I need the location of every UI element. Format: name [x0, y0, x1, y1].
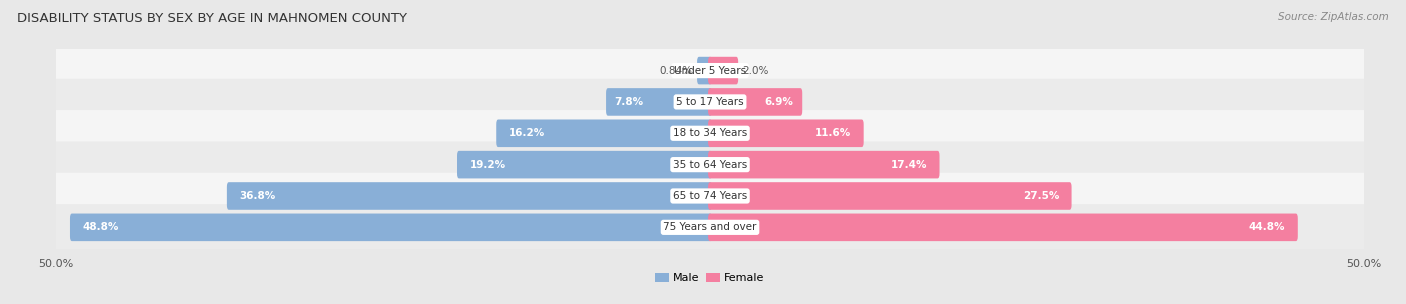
Text: 48.8%: 48.8% — [83, 222, 118, 232]
FancyBboxPatch shape — [52, 47, 1368, 94]
Text: 18 to 34 Years: 18 to 34 Years — [673, 128, 747, 138]
Text: 11.6%: 11.6% — [815, 128, 851, 138]
Text: 16.2%: 16.2% — [509, 128, 546, 138]
Text: 0.84%: 0.84% — [659, 66, 693, 76]
FancyBboxPatch shape — [52, 173, 1368, 219]
FancyBboxPatch shape — [52, 110, 1368, 157]
Text: 44.8%: 44.8% — [1249, 222, 1285, 232]
FancyBboxPatch shape — [457, 151, 711, 178]
FancyBboxPatch shape — [226, 182, 711, 210]
FancyBboxPatch shape — [70, 213, 711, 241]
FancyBboxPatch shape — [709, 88, 803, 116]
Text: 75 Years and over: 75 Years and over — [664, 222, 756, 232]
Text: 35 to 64 Years: 35 to 64 Years — [673, 160, 747, 170]
Text: 5 to 17 Years: 5 to 17 Years — [676, 97, 744, 107]
Text: Under 5 Years: Under 5 Years — [673, 66, 747, 76]
Text: 27.5%: 27.5% — [1022, 191, 1059, 201]
FancyBboxPatch shape — [52, 79, 1368, 125]
Text: Source: ZipAtlas.com: Source: ZipAtlas.com — [1278, 12, 1389, 22]
Text: 6.9%: 6.9% — [765, 97, 794, 107]
FancyBboxPatch shape — [709, 57, 738, 85]
Text: 36.8%: 36.8% — [239, 191, 276, 201]
FancyBboxPatch shape — [709, 151, 939, 178]
FancyBboxPatch shape — [496, 119, 711, 147]
Legend: Male, Female: Male, Female — [651, 268, 769, 288]
FancyBboxPatch shape — [697, 57, 711, 85]
FancyBboxPatch shape — [52, 141, 1368, 188]
Text: 2.0%: 2.0% — [742, 66, 769, 76]
Text: DISABILITY STATUS BY SEX BY AGE IN MAHNOMEN COUNTY: DISABILITY STATUS BY SEX BY AGE IN MAHNO… — [17, 12, 406, 25]
FancyBboxPatch shape — [709, 119, 863, 147]
FancyBboxPatch shape — [709, 182, 1071, 210]
Text: 7.8%: 7.8% — [614, 97, 644, 107]
Text: 19.2%: 19.2% — [470, 160, 506, 170]
Text: 17.4%: 17.4% — [890, 160, 927, 170]
FancyBboxPatch shape — [52, 204, 1368, 250]
FancyBboxPatch shape — [606, 88, 711, 116]
FancyBboxPatch shape — [709, 213, 1298, 241]
Text: 65 to 74 Years: 65 to 74 Years — [673, 191, 747, 201]
